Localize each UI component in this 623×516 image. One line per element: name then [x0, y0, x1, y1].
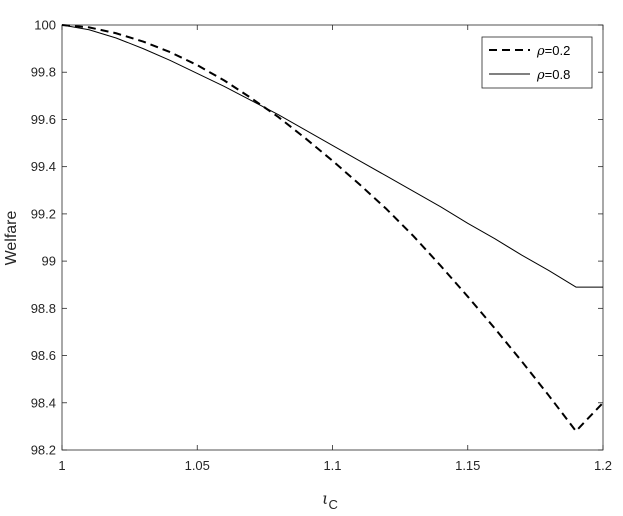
y-tick-label: 98.6: [31, 348, 56, 363]
x-tick-label: 1.1: [323, 458, 341, 473]
x-tick-label: 1.2: [594, 458, 612, 473]
x-axis-label: ιC: [322, 489, 338, 512]
x-axis-label-symbol: ι: [322, 489, 328, 508]
y-tick-label: 98.2: [31, 443, 56, 458]
y-tick-label: 98.4: [31, 395, 56, 410]
series-line-rho-0.8: [61, 24, 603, 288]
legend-box: [481, 36, 593, 89]
y-axis-label: Welfare: [3, 210, 20, 265]
y-tick-label: 98.8: [31, 301, 56, 316]
y-tick-label: 99.8: [31, 65, 56, 80]
legend-rho-symbol-2: ρ: [536, 68, 545, 83]
legend-label-rho-0.2: ρ=0.2: [536, 43, 570, 59]
y-tick-label: 99.2: [31, 206, 56, 221]
axis-tick-labels: 1 1.05 1.1 1.15 1.2 98.2 98.4 98.6 98.8 99 99.2 99.…: [31, 18, 612, 474]
x-axis-label-subscript: C: [328, 497, 337, 512]
y-tick-label: 99: [42, 254, 56, 269]
series-line-rho-0.2: [61, 24, 604, 433]
plot-area: [61, 24, 604, 451]
legend-label-rho-0.8: ρ=0.8: [536, 67, 570, 83]
series-lines: [61, 24, 604, 433]
legend: ρ=0.2 ρ=0.8: [481, 36, 593, 89]
legend-rho-value-1: =0.2: [545, 43, 571, 58]
y-tick-label: 100: [34, 18, 56, 33]
x-tick-label: 1.15: [455, 458, 480, 473]
x-tick-label: 1.05: [185, 458, 210, 473]
y-tick-label: 99.6: [31, 112, 56, 127]
legend-rho-symbol-1: ρ: [536, 44, 545, 59]
y-tick-label: 99.4: [31, 159, 56, 174]
x-tick-label: 1: [58, 458, 65, 473]
legend-rho-value-2: =0.8: [545, 67, 571, 82]
